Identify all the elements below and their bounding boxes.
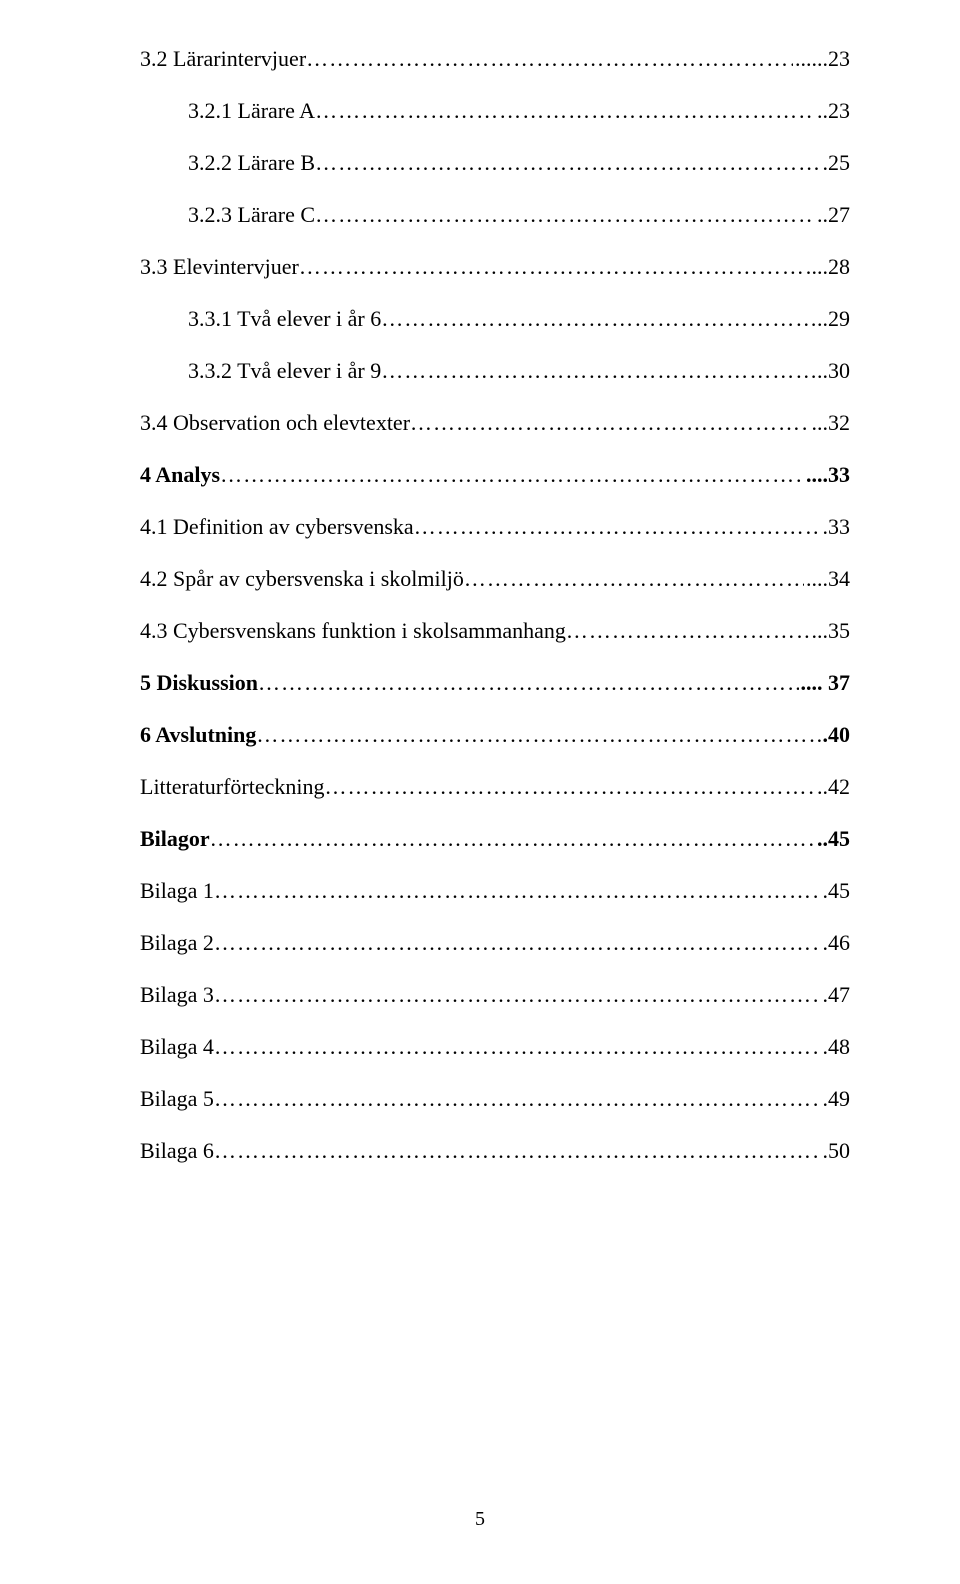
toc-entry-page: ..30	[815, 360, 850, 382]
toc-entry-page: ...35	[810, 620, 851, 642]
toc-entry: Bilaga 3 .47	[140, 984, 850, 1006]
toc-entry-label: 4 Analys	[140, 464, 220, 486]
toc-entry-label: 3.3.2 Två elever i år 9	[188, 360, 381, 382]
toc-leader	[214, 984, 821, 1006]
toc-entry-label: 3.3.1 Två elever i år 6	[188, 308, 381, 330]
toc-entry: Bilaga 6 .50	[140, 1140, 850, 1162]
toc-leader	[315, 152, 820, 174]
toc-entry: 3.2.1 Lärare A ..23	[140, 100, 850, 122]
toc-entry: Litteraturförteckning ..42	[140, 776, 850, 798]
toc-leader	[315, 204, 815, 226]
toc-entry-page: .33	[821, 516, 851, 538]
toc-list: 3.2 Lärarintervjuer ......23 3.2.1 Lärare …	[140, 48, 850, 1162]
toc-entry: 4.2 Spår av cybersvenska i skolmiljö....…	[140, 568, 850, 590]
toc-entry: Bilaga 5 .49	[140, 1088, 850, 1110]
toc-entry-label: 6 Avslutning	[140, 724, 256, 746]
toc-entry: Bilaga 4 .48	[140, 1036, 850, 1058]
toc-entry: 3.2.2 Lärare B .25	[140, 152, 850, 174]
toc-leader	[214, 932, 821, 954]
toc-entry-label: 3.2 Lärarintervjuer	[140, 48, 306, 70]
toc-entry-label: Bilaga 3	[140, 984, 214, 1006]
toc-entry-label: 4.3 Cybersvenskans funktion i skolsamman…	[140, 620, 566, 642]
toc-entry: 4.3 Cybersvenskans funktion i skolsamman…	[140, 620, 850, 642]
toc-leader	[258, 672, 798, 694]
toc-leader	[214, 880, 821, 902]
toc-entry-page: ..45	[815, 828, 850, 850]
toc-entry-page: ...32	[810, 412, 851, 434]
toc-entry: 3.2 Lärarintervjuer ......23	[140, 48, 850, 70]
toc-entry-label: Litteraturförteckning	[140, 776, 324, 798]
toc-entry-label: Bilaga 4	[140, 1036, 214, 1058]
toc-entry-label: Bilaga 1	[140, 880, 214, 902]
toc-entry-label: 5 Diskussion	[140, 672, 258, 694]
toc-leader	[410, 412, 809, 434]
toc-leader	[256, 724, 820, 746]
toc-entry-page: .25	[821, 152, 851, 174]
toc-entry-page: .45	[821, 880, 851, 902]
toc-entry: 3.3 Elevintervjuer ...28	[140, 256, 850, 278]
toc-page: 3.2 Lärarintervjuer ......23 3.2.1 Lärare …	[0, 0, 960, 1162]
toc-entry: Bilaga 1 .45	[140, 880, 850, 902]
toc-entry-label: 3.2.1 Lärare A	[188, 100, 315, 122]
toc-entry-page: ....34	[804, 568, 850, 590]
toc-leader	[210, 828, 815, 850]
toc-entry-page: .49	[821, 1088, 851, 1110]
toc-entry-label: 4.2 Spår av cybersvenska i skolmiljö	[140, 568, 464, 590]
toc-entry-label: 3.3 Elevintervjuer	[140, 256, 299, 278]
toc-leader	[214, 1036, 821, 1058]
page-number: 5	[0, 1508, 960, 1531]
toc-entry: 3.3.1 Två elever i år 6 ..29	[140, 308, 850, 330]
toc-leader	[566, 620, 810, 642]
toc-entry-page: .... 37	[799, 672, 851, 694]
toc-entry: Bilagor ..45	[140, 828, 850, 850]
toc-entry-label: Bilaga 2	[140, 932, 214, 954]
toc-entry-page: ..42	[815, 776, 850, 798]
toc-leader	[381, 308, 815, 330]
toc-entry-label: 4.1 Definition av cybersvenska	[140, 516, 414, 538]
toc-entry-page: .40	[821, 724, 851, 746]
toc-entry: Bilaga 2 .46	[140, 932, 850, 954]
toc-entry-page: .48	[821, 1036, 851, 1058]
toc-leader	[315, 100, 815, 122]
toc-entry: 6 Avslutning .40	[140, 724, 850, 746]
toc-entry: 4.1 Definition av cybersvenska .33	[140, 516, 850, 538]
toc-entry-page: ..27	[815, 204, 850, 226]
toc-entry-page: .50	[821, 1140, 851, 1162]
toc-entry-page: ..29	[815, 308, 850, 330]
toc-entry-page: .47	[821, 984, 851, 1006]
toc-entry-label: 3.2.3 Lärare C	[188, 204, 315, 226]
toc-entry: 3.2.3 Lärare C ..27	[140, 204, 850, 226]
toc-entry-page: ....33	[804, 464, 850, 486]
toc-entry-label: 3.2.2 Lärare B	[188, 152, 315, 174]
toc-leader	[214, 1140, 821, 1162]
toc-leader	[214, 1088, 821, 1110]
toc-entry: 5 Diskussion .... 37	[140, 672, 850, 694]
toc-entry: 4 Analys ....33	[140, 464, 850, 486]
toc-entry: 3.3.2 Två elever i år 9 ..30	[140, 360, 850, 382]
toc-entry-label: Bilaga 5	[140, 1088, 214, 1110]
toc-entry-page: ......23	[793, 48, 850, 70]
toc-entry-label: Bilagor	[140, 828, 210, 850]
toc-entry: 3.4 Observation och elevtexter ...32	[140, 412, 850, 434]
toc-entry-page: ...28	[810, 256, 851, 278]
toc-leader	[381, 360, 815, 382]
toc-entry-label: 3.4 Observation och elevtexter	[140, 412, 410, 434]
toc-leader	[306, 48, 793, 70]
toc-leader	[324, 776, 815, 798]
toc-entry-label: Bilaga 6	[140, 1140, 214, 1162]
toc-leader	[220, 464, 804, 486]
toc-leader	[464, 568, 804, 590]
toc-entry-page: ..23	[815, 100, 850, 122]
toc-leader	[299, 256, 810, 278]
toc-leader	[414, 516, 821, 538]
toc-entry-page: .46	[821, 932, 851, 954]
